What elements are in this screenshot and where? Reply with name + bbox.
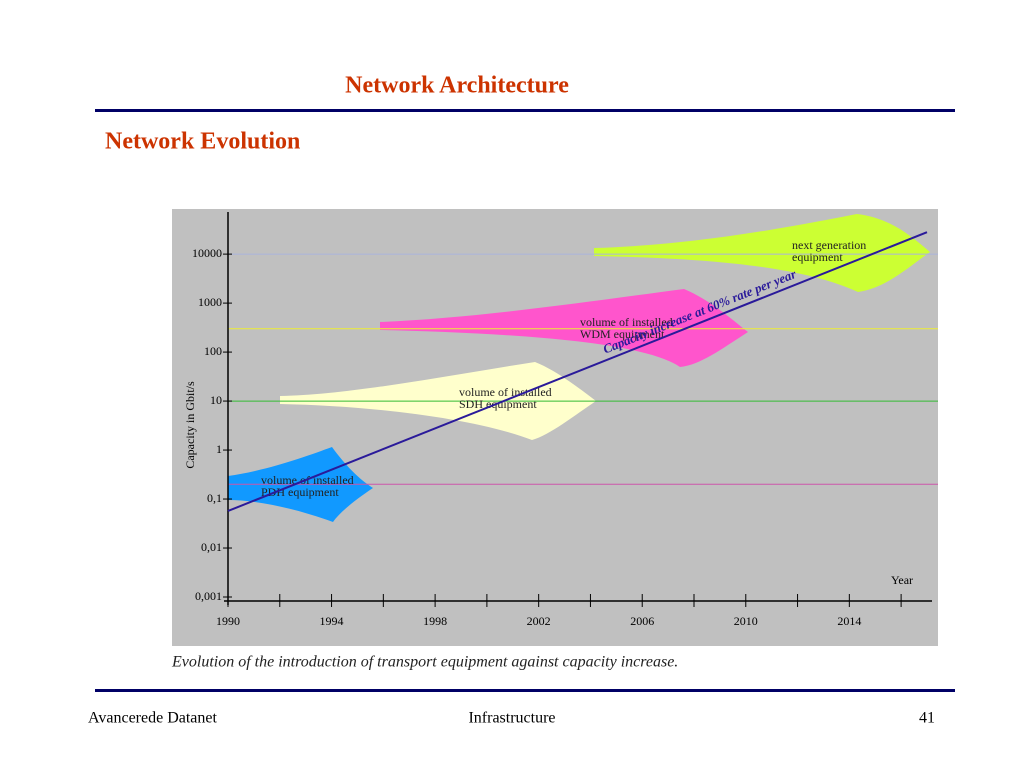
equipment-region xyxy=(380,289,748,367)
trend-line xyxy=(227,231,928,512)
y-tick-label: 1000 xyxy=(198,295,222,309)
region-label: PDH equipment xyxy=(261,485,339,499)
y-tick-label: 100 xyxy=(204,344,222,358)
y-tick-label: 10 xyxy=(210,393,222,407)
y-tick-label: 1 xyxy=(216,442,222,456)
equipment-region xyxy=(594,214,930,292)
x-tick-label: 2010 xyxy=(734,614,758,628)
y-axis-label: Capacity in Gbit/s xyxy=(183,381,197,469)
region-label: WDM equipment xyxy=(580,327,665,341)
region-label: volume of installed xyxy=(580,315,673,329)
region-label: volume of installed xyxy=(459,385,552,399)
x-axis-label: Year xyxy=(891,573,913,587)
slide-title: Network Architecture xyxy=(345,73,569,99)
footer-center: Infrastructure xyxy=(468,710,555,727)
y-tick-label: 0,1 xyxy=(207,491,222,505)
x-tick-label: 2006 xyxy=(630,614,654,628)
y-tick-label: 0,001 xyxy=(195,589,222,603)
caption: Evolution of the introduction of transpo… xyxy=(171,654,678,671)
x-tick-label: 1994 xyxy=(320,614,344,628)
y-tick-label: 0,01 xyxy=(201,540,222,554)
rule xyxy=(95,689,955,692)
x-tick-label: 1990 xyxy=(216,614,240,628)
x-tick-label: 2014 xyxy=(837,614,861,628)
region-label: next generation xyxy=(792,238,866,252)
slide-subtitle: Network Evolution xyxy=(105,129,300,155)
x-tick-label: 2002 xyxy=(527,614,551,628)
y-tick-label: 10000 xyxy=(192,246,222,260)
footer-left: Avancerede Datanet xyxy=(88,710,218,727)
region-label: equipment xyxy=(792,250,843,264)
rule xyxy=(95,109,955,112)
footer-right: 41 xyxy=(919,710,935,727)
x-tick-label: 1998 xyxy=(423,614,447,628)
